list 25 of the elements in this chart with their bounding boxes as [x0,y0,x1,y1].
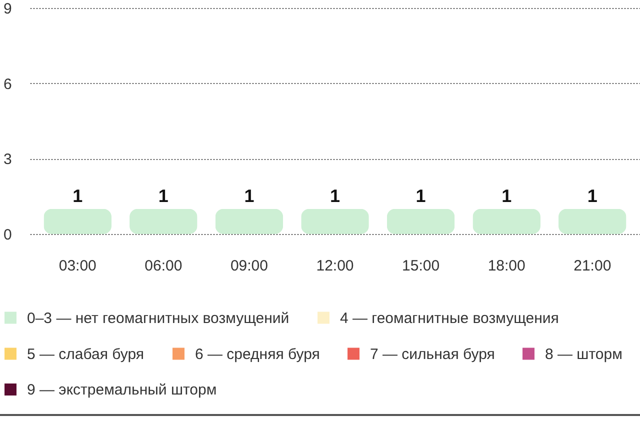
data-label: 1 [416,186,426,206]
legend-label: 9 — экстремальный шторм [27,382,217,398]
x-tick-label: 12:00 [316,258,354,274]
legend-label: 5 — слабая буря [27,346,144,363]
data-label: 1 [158,186,168,206]
data-label: 1 [502,186,512,206]
legend-label: 7 — сильная буря [370,346,495,363]
y-tick-label: 3 [4,151,12,168]
legend-label: 0–3 — нет геомагнитных возмущений [27,310,290,327]
legend-label: 6 — средняя буря [195,346,320,363]
legend-label: 8 — шторм [545,346,622,363]
data-label: 1 [72,186,83,206]
data-label: 1 [244,186,254,206]
x-tick-label: 06:00 [144,258,182,274]
x-tick-label: 21:00 [574,258,612,274]
legend-label: 4 — геомагнитные возмущения [340,310,559,327]
x-tick-label: 03:00 [58,258,96,274]
data-label: 1 [330,186,340,206]
y-tick-label: 6 [4,76,12,93]
y-tick-label: 9 [4,0,12,18]
x-tick-label: 09:00 [230,258,268,274]
x-tick-label: 18:00 [488,258,526,274]
x-tick-label: 15:00 [402,258,440,274]
data-label: 1 [587,186,598,206]
y-tick-label: 0 [4,226,12,244]
